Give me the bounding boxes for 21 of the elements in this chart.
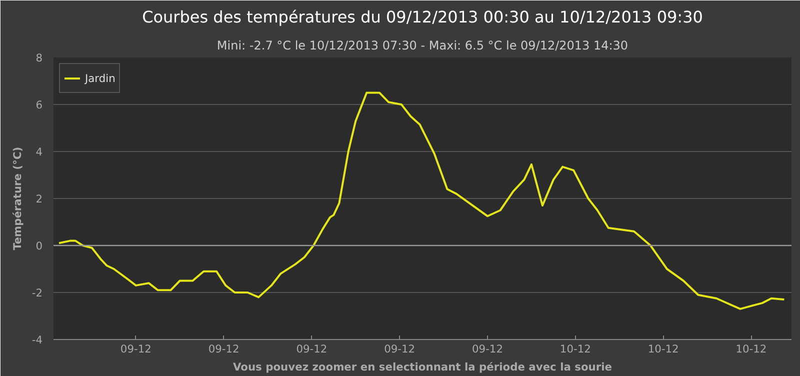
legend-label: Jardin bbox=[85, 72, 116, 84]
x-tick-label: 10-12 bbox=[560, 342, 591, 356]
y-tick-label: 8 bbox=[36, 52, 43, 64]
line-series bbox=[58, 92, 786, 310]
y-axis-title: Température (°C) bbox=[10, 146, 24, 250]
chart-title: Courbes des températures du 09/12/2013 00:30 au 10/12/2013 09:30 bbox=[142, 8, 703, 26]
x-tick-label: 09-12 bbox=[120, 342, 152, 356]
y-tick-label: 2 bbox=[36, 192, 42, 206]
x-tick-label: 09-12 bbox=[296, 342, 328, 356]
x-tick-label: 10-12 bbox=[736, 342, 767, 356]
y-tick-label: -2 bbox=[32, 286, 43, 300]
y-tick-label: 6 bbox=[36, 98, 43, 112]
x-tick-label: 09-12 bbox=[472, 342, 503, 356]
y-tick-label: 0 bbox=[36, 240, 43, 252]
x-axis-title: Vous pouvez zoomer en selectionnant la période avec la sourie bbox=[232, 360, 612, 374]
x-tick-label: 09-12 bbox=[384, 342, 416, 356]
chart-subtitle: Mini: -2.7 °C le 10/12/2013 07:30 - Maxi: 6.5 °C le 09/12/2013 14:30 bbox=[216, 38, 628, 52]
x-tick-label: 09-12 bbox=[208, 342, 240, 356]
y-tick-label: 4 bbox=[36, 146, 43, 158]
y-tick-label: -4 bbox=[32, 334, 43, 346]
x-tick-label: 10-12 bbox=[648, 342, 679, 356]
